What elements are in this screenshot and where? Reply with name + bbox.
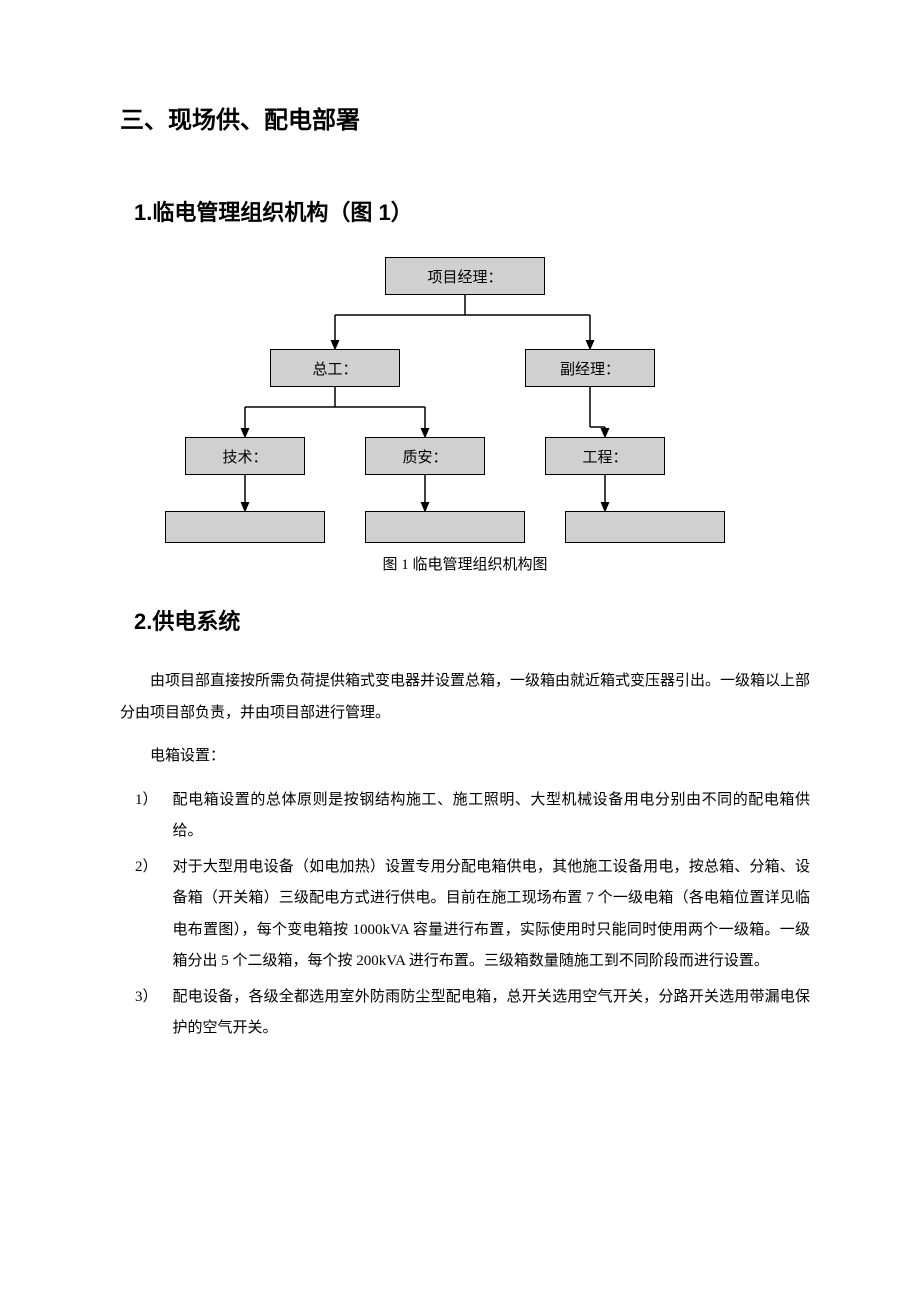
figure-caption: 图 1 临电管理组织机构图 [120,553,810,574]
list-item: 3）配电设备，各级全都选用室外防雨防尘型配电箱，总开关选用空气开关，分路开关选用… [120,982,810,1045]
org-chart-lines [125,257,805,547]
org-node-b1 [165,511,325,543]
list-item-text: 配电设备，各级全都选用室外防雨防尘型配电箱，总开关选用空气开关，分路开关选用带漏… [173,982,810,1045]
list-item: 2）对于大型用电设备（如电加热）设置专用分配电箱供电，其他施工设备用电，按总箱、… [120,852,810,978]
org-chart: 项目经理： 总工： 副经理： 技术： 质安： 工程： [125,257,805,547]
org-node-eng: 工程： [545,437,665,475]
list-item-number: 3） [120,982,173,1045]
org-node-b3 [565,511,725,543]
list-item: 1）配电箱设置的总体原则是按钢结构施工、施工照明、大型机械设备用电分别由不同的配… [120,785,810,848]
org-node-pm: 项目经理： [385,257,545,295]
org-node-tech: 技术： [185,437,305,475]
org-node-ce: 总工： [270,349,400,387]
paragraph: 电箱设置： [120,741,810,773]
list-item-number: 2） [120,852,173,978]
org-node-qs: 质安： [365,437,485,475]
heading-section-2: 2.供电系统 [134,604,810,636]
list-item-text: 配电箱设置的总体原则是按钢结构施工、施工照明、大型机械设备用电分别由不同的配电箱… [173,785,810,848]
org-node-b2 [365,511,525,543]
list-item-text: 对于大型用电设备（如电加热）设置专用分配电箱供电，其他施工设备用电，按总箱、分箱… [173,852,810,978]
heading-level-1: 三、现场供、配电部署 [120,100,810,135]
numbered-list: 1）配电箱设置的总体原则是按钢结构施工、施工照明、大型机械设备用电分别由不同的配… [120,785,810,1045]
heading-section-1: 1.临电管理组织机构（图 1） [134,195,810,227]
document-page: 三、现场供、配电部署 1.临电管理组织机构（图 1） 项目经理： 总工： 副经理： 技… [0,0,920,1109]
paragraph: 由项目部直接按所需负荷提供箱式变电器并设置总箱，一级箱由就近箱式变压器引出。一级… [120,666,810,729]
list-item-number: 1） [120,785,173,848]
org-node-vm: 副经理： [525,349,655,387]
